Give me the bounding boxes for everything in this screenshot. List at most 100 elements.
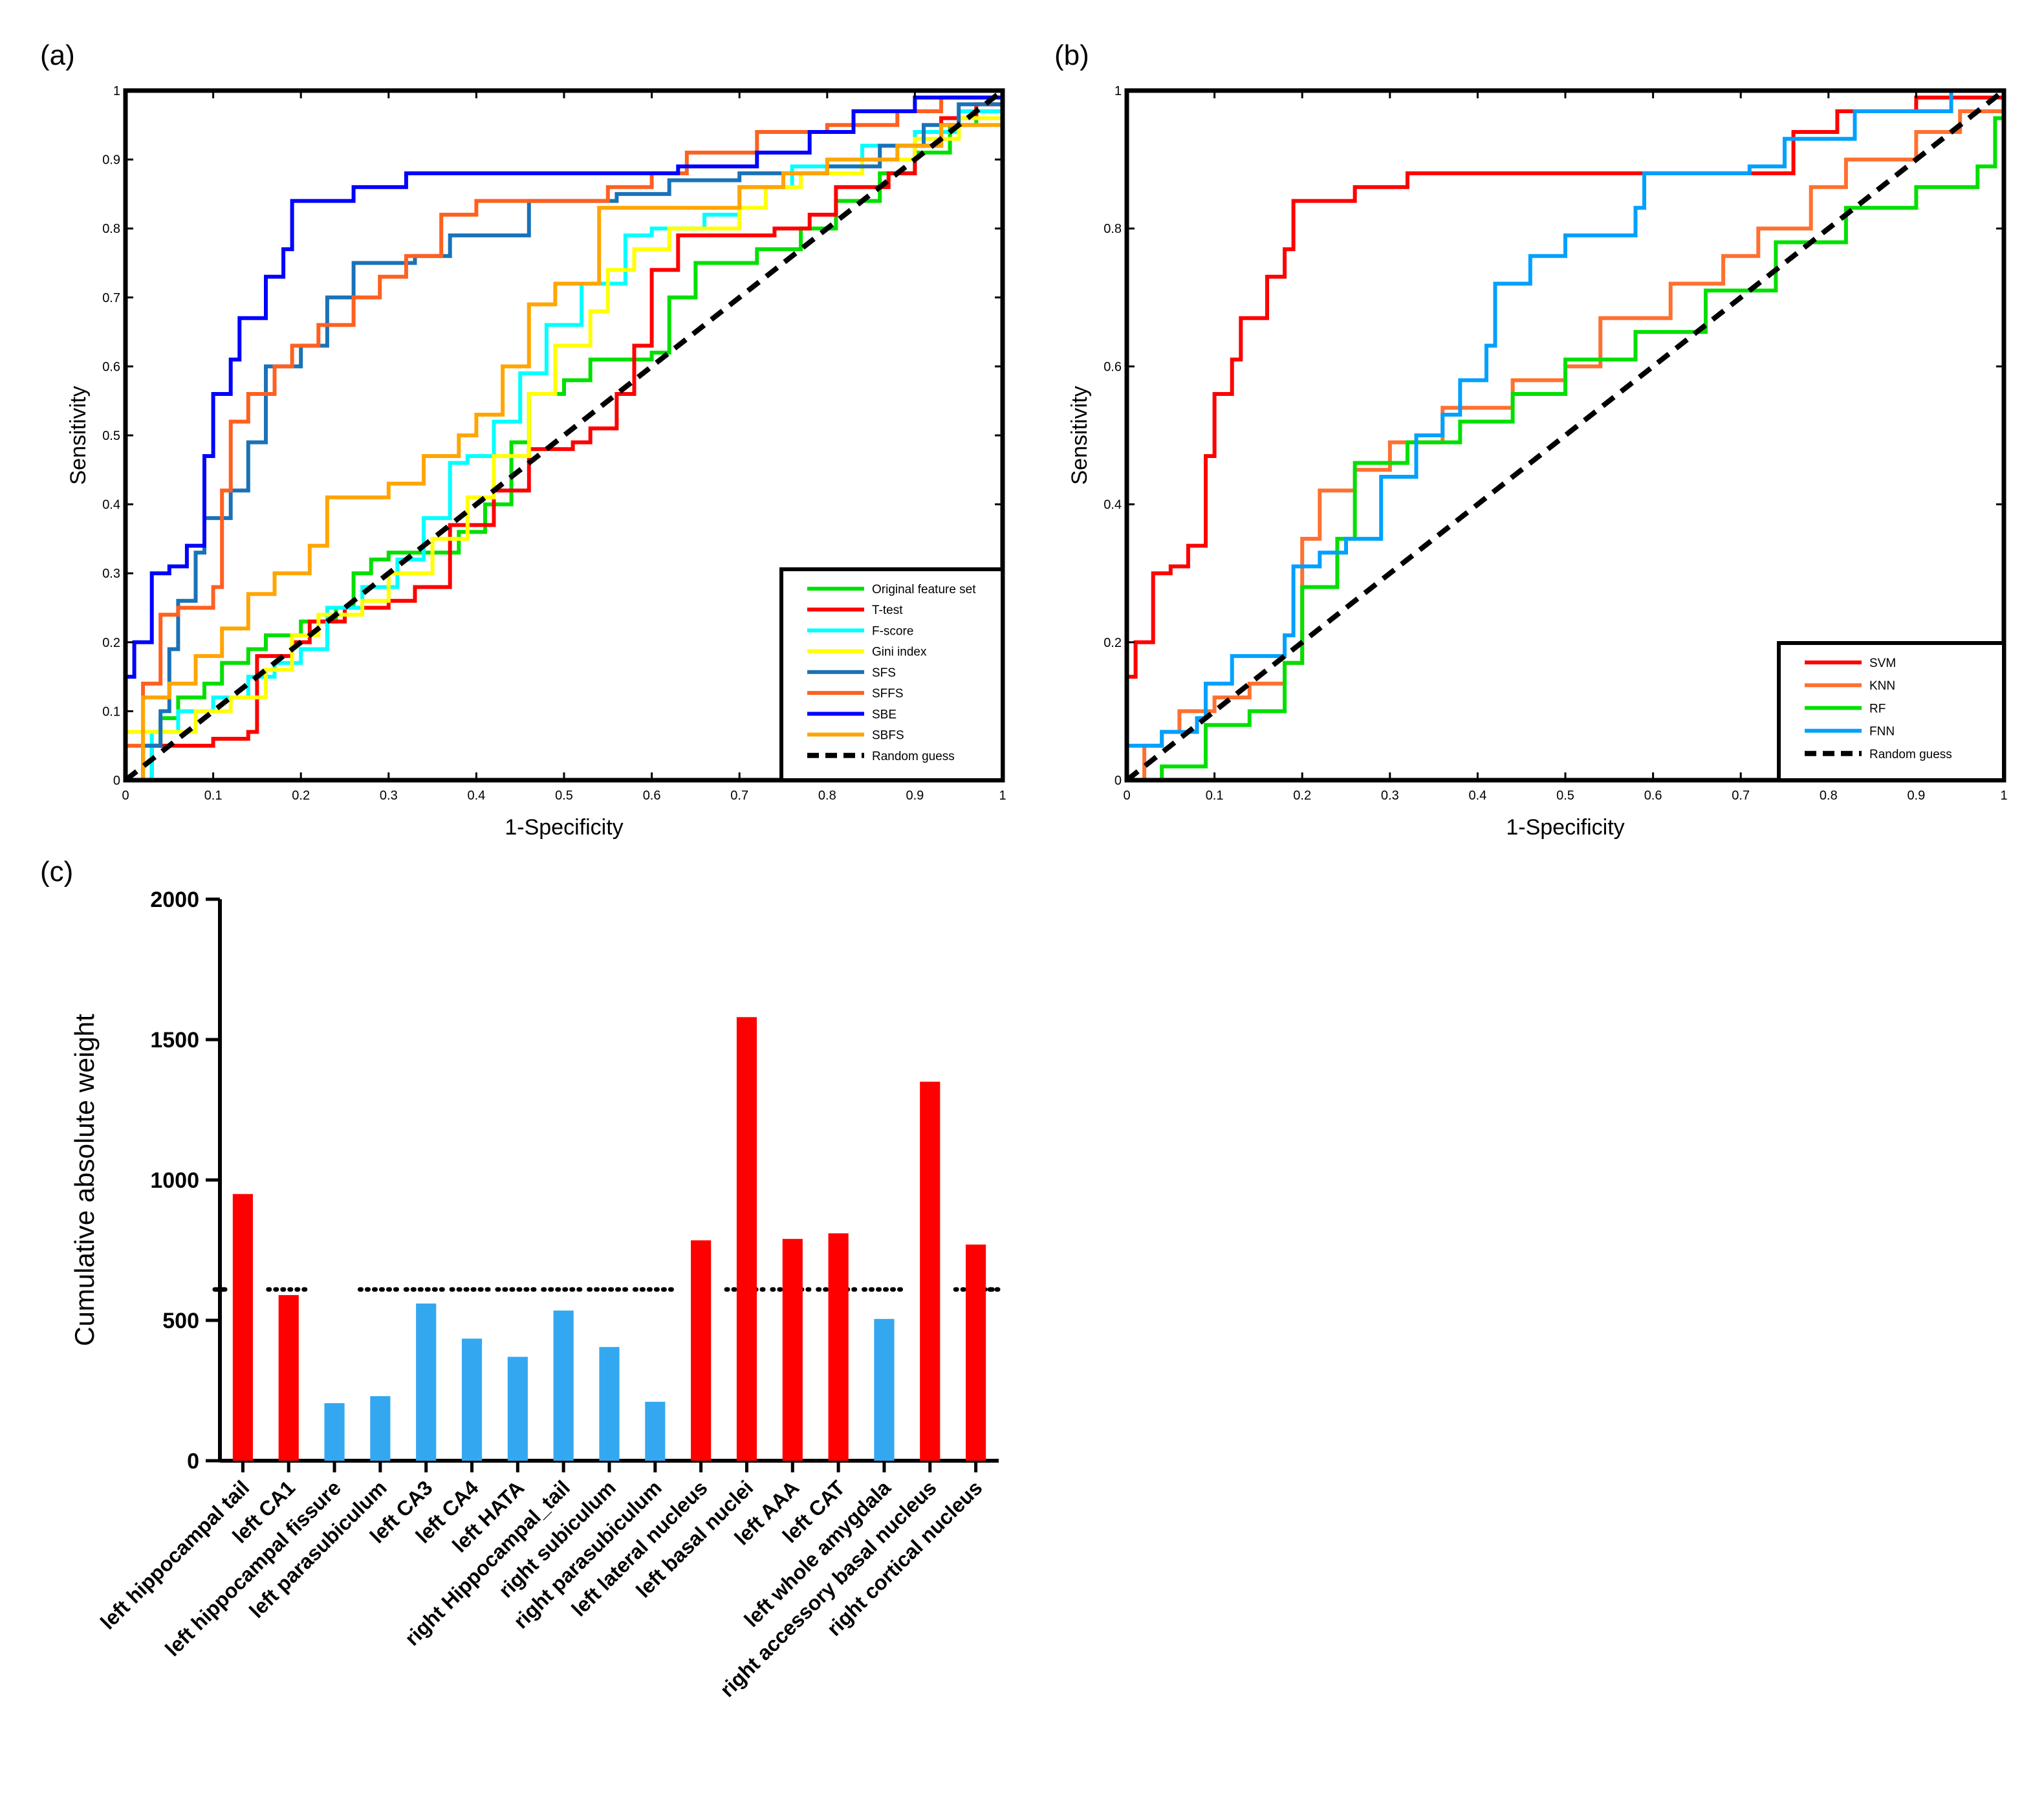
panel-a-ytick-label: 1	[113, 84, 120, 98]
panel-a-legend-box	[779, 567, 1005, 782]
panel-a-legend-entry-original-feature-set: Original feature set	[872, 583, 976, 596]
panel-a-xtick-label: 0.9	[906, 789, 924, 803]
panel-a-legend-entry-random-guess: Random guess	[872, 750, 955, 763]
panel-a-ytick-label: 0	[113, 774, 120, 788]
panel-c-category-label: left hippocampal tail	[96, 1476, 254, 1633]
panel-a-xtick-label: 0.7	[730, 789, 748, 803]
panel-a-legend-entry-sbfs: SBFS	[872, 729, 904, 743]
panel-c-bar-left-hippocampal-tail	[232, 1194, 253, 1461]
panel-c-bar-left-lateral-nucleus	[691, 1240, 712, 1461]
panel-c-bar-right-parasubiculum	[645, 1401, 666, 1461]
panel-a-series-sbe	[125, 91, 1003, 780]
panel-b-ytick-label: 0	[1114, 774, 1122, 788]
panel-c-bar-left-parasubiculum	[370, 1396, 391, 1461]
panel-b-xtick-label: 0.1	[1206, 789, 1224, 803]
panel-b-legend-box	[1777, 641, 2006, 782]
panel-b-legend: SVM KNN RF FNN Random guess	[1777, 641, 2006, 782]
panel-a-xtick-label: 0.3	[380, 789, 398, 803]
panel-b-legend-entry-svm: SVM	[1869, 657, 1896, 670]
panel-a-ytick-label: 0.2	[102, 636, 120, 650]
panel-a-series-original-feature-set	[125, 91, 1003, 780]
panel-a-x-axis-label: 1-Specificity	[505, 815, 623, 840]
panel-c-bar-left-ca1	[278, 1294, 299, 1461]
panel-a-legend-entry-gini-index: Gini index	[872, 646, 927, 659]
panel-c-bar-chart: 0 500 1000 1500 2000 Cumulative absolute weig…	[69, 888, 1004, 1701]
panel-b-series-rf	[1127, 91, 2004, 780]
panel-c-bar-left-hata	[507, 1357, 528, 1461]
panel-a-legend-entry-f-score: F-score	[872, 624, 913, 638]
panel-c-bar-left-basal-nuclei	[736, 1017, 757, 1461]
panel-c-bar-right-accessory-basal-nucleus	[920, 1082, 940, 1461]
panel-a-roc-chart: 0 0.1 0.2 0.3 0.4 0.5 0.6 0.7 0.8 0.9 1 0 0.1 0.2 0.3 0…	[66, 84, 1006, 840]
panel-a-xtick-label: 0.2	[292, 789, 310, 803]
panel-a-xtick-label: 0.6	[643, 789, 661, 803]
panel-a-xtick-label: 0.8	[818, 789, 836, 803]
panel-b-label: (b)	[1054, 39, 1089, 71]
panel-a-legend-entry-sfs: SFS	[872, 666, 896, 680]
panel-a-xtick-label: 0.4	[467, 789, 485, 803]
panel-a-legend: Original feature set T-test F-score Gini in…	[779, 567, 1005, 782]
panel-b-xtick-label: 1	[2000, 789, 2007, 803]
panel-b-series-fnn	[1127, 91, 2004, 780]
panel-b-ytick-label: 0.4	[1104, 498, 1122, 512]
panel-b-x-axis-label: 1-Specificity	[1506, 815, 1624, 840]
panel-c-bar-left-cat	[828, 1233, 849, 1461]
panel-b-xtick-label: 0	[1123, 789, 1130, 803]
panel-b-ytick-label: 0.6	[1104, 360, 1122, 374]
panel-a-ytick-label: 0.8	[102, 222, 120, 236]
panel-c-label: (c)	[40, 856, 73, 888]
panel-a-xtick-label: 0	[122, 789, 129, 803]
panel-b-legend-entry-knn: KNN	[1869, 679, 1895, 693]
panel-b-series-svm	[1127, 91, 2004, 780]
panel-a-xtick-label: 1	[999, 789, 1006, 803]
panel-c-bar-right-hippocampal-tail	[553, 1310, 574, 1461]
panel-a-xtick-label: 0.1	[204, 789, 223, 803]
panel-b-xtick-label: 0.8	[1820, 789, 1838, 803]
panel-a-ytick-label: 0.1	[102, 704, 120, 719]
panel-c-bar-left-whole-amygdala	[874, 1318, 895, 1461]
panel-c-bar-left-ca3	[416, 1303, 437, 1461]
panel-a-xtick-label: 0.5	[555, 789, 573, 803]
panel-c-ytick-label: 2000	[150, 888, 199, 912]
panel-c-ytick-label: 1000	[150, 1168, 199, 1193]
panel-b-xtick-label: 0.5	[1556, 789, 1574, 803]
panel-b-xtick-label: 0.2	[1293, 789, 1311, 803]
panel-b-ytick-label: 0.8	[1104, 222, 1122, 236]
panel-a-series-sbfs	[125, 91, 1003, 780]
panel-a-series-sffs	[125, 91, 1003, 780]
panel-b-legend-entry-rf: RF	[1869, 702, 1886, 715]
panel-a-series-t-test	[125, 91, 1003, 780]
panel-c-bar-left-aaa	[782, 1239, 803, 1461]
panel-c-bar-right-cortical-nucleus	[966, 1244, 986, 1461]
panel-c-bar-left-ca4	[461, 1338, 483, 1461]
panel-b-legend-entry-random-guess: Random guess	[1869, 748, 1952, 761]
panel-a-legend-entry-sbe: SBE	[872, 708, 897, 721]
panel-a-ytick-label: 0.5	[102, 429, 120, 443]
panel-a-legend-entry-sffs: SFFS	[872, 687, 904, 701]
panel-b-xtick-label: 0.6	[1644, 789, 1662, 803]
panel-c-ytick-label: 0	[187, 1449, 199, 1474]
panel-b-roc-chart: 0 0.1 0.2 0.3 0.4 0.5 0.6 0.7 0.8 0.9 1 0 0.2 0.4 0.6 0…	[1067, 84, 2008, 840]
panel-b-xtick-label: 0.4	[1468, 789, 1486, 803]
panel-b-ytick-label: 1	[1114, 84, 1122, 98]
panel-b-xtick-label: 0.3	[1381, 789, 1399, 803]
panel-c-category-label: left hippocampal fissure	[160, 1476, 345, 1661]
panel-b-y-axis-label: Sensitivity	[1067, 386, 1092, 485]
panel-a-ytick-label: 0.9	[102, 153, 120, 168]
panel-a-ytick-label: 0.3	[102, 567, 120, 581]
panel-b-legend-entry-fnn: FNN	[1869, 725, 1895, 739]
panel-c-bar-right-subiculum	[599, 1347, 620, 1461]
panel-a-ytick-label: 0.6	[102, 360, 120, 374]
panel-c-y-axis-label: Cumulative absolute weight	[69, 1014, 100, 1346]
panel-b-series-knn	[1127, 91, 2004, 780]
panel-a-legend-entry-t-test: T-test	[872, 604, 903, 617]
panel-b-xtick-label: 0.7	[1732, 789, 1750, 803]
panel-b-xtick-label: 0.9	[1907, 789, 1925, 803]
panel-a-label: (a)	[40, 39, 75, 71]
panel-a-ytick-label: 0.7	[102, 291, 120, 305]
panel-a-ytick-label: 0.4	[102, 498, 120, 512]
panel-c-bar-left-hippocampal-fissure	[324, 1403, 345, 1461]
panel-b-ytick-label: 0.2	[1104, 636, 1122, 650]
panel-c-ytick-label: 500	[162, 1309, 199, 1333]
